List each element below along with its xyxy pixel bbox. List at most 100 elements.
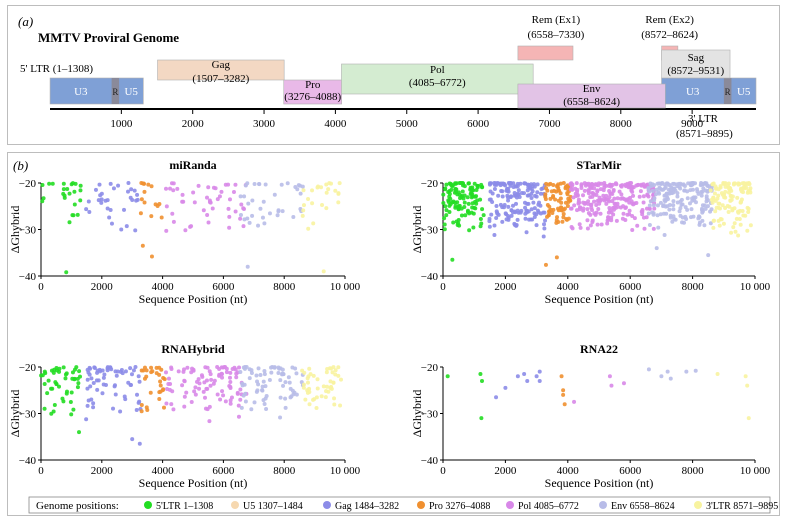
data-point (699, 193, 704, 198)
genome-title: MMTV Proviral Genome (38, 30, 179, 45)
legend-label: Pro 3276–4088 (429, 501, 490, 512)
data-point (242, 194, 247, 199)
data-point (585, 218, 590, 223)
data-point (627, 200, 632, 205)
pol-name: Pol (430, 64, 445, 76)
data-point (535, 208, 540, 213)
data-point (43, 371, 48, 376)
data-point (242, 207, 247, 212)
data-point (607, 374, 612, 379)
data-point (524, 208, 529, 213)
ltr5-r-region (111, 78, 120, 104)
data-point (578, 205, 583, 210)
data-point (563, 200, 568, 205)
data-point (239, 202, 244, 207)
data-point (606, 183, 611, 188)
data-point (69, 390, 74, 395)
data-point (696, 191, 701, 196)
data-point (709, 207, 714, 212)
data-point (51, 370, 56, 375)
data-point (119, 227, 124, 232)
data-point (605, 221, 610, 226)
data-point (671, 199, 676, 204)
data-point (72, 377, 77, 382)
data-point (108, 208, 113, 213)
miranda-title: miRanda (169, 158, 216, 172)
data-point (295, 187, 300, 192)
env-bar (517, 83, 666, 109)
legend-label: 5'LTR 1–1308 (156, 501, 213, 512)
data-point (455, 223, 460, 228)
data-point (202, 380, 207, 385)
data-point (168, 186, 173, 191)
data-point (280, 367, 285, 372)
data-point (607, 205, 612, 210)
data-point (315, 377, 320, 382)
data-point (328, 379, 333, 384)
data-point (515, 181, 520, 186)
data-point (320, 203, 325, 208)
data-point (644, 215, 649, 220)
data-point (267, 377, 272, 382)
data-point (719, 217, 724, 222)
data-point (478, 197, 483, 202)
data-point (209, 377, 214, 382)
data-point (305, 380, 310, 385)
data-point (492, 186, 497, 191)
data-point (671, 207, 676, 212)
data-point (236, 414, 241, 419)
data-point (256, 366, 261, 371)
data-point (646, 367, 651, 372)
data-point (301, 188, 306, 193)
data-point (469, 195, 474, 200)
data-point (691, 214, 696, 219)
data-point (466, 181, 471, 186)
data-point (556, 198, 561, 203)
data-point (721, 221, 726, 226)
data-point (180, 192, 185, 197)
rna22-x-tick-label: 6000 (619, 465, 642, 477)
data-point (252, 181, 257, 186)
data-point (546, 213, 551, 218)
legend-swatch (599, 501, 607, 509)
data-point (462, 200, 467, 205)
data-point (519, 190, 524, 195)
data-point (192, 200, 197, 205)
data-point (690, 182, 695, 187)
data-point (118, 409, 123, 414)
data-point (308, 372, 313, 377)
rnahybrid-y-tick-label: −40 (19, 455, 37, 467)
data-point (693, 368, 698, 373)
data-point (245, 264, 250, 269)
data-point (258, 206, 263, 211)
data-point (678, 213, 683, 218)
legend-label: U5 1307–1484 (243, 501, 303, 512)
data-point (592, 199, 597, 204)
data-point (581, 193, 586, 198)
data-point (562, 402, 567, 407)
data-point (732, 221, 737, 226)
starmir-x-tick-label: 0 (440, 281, 446, 293)
data-point (675, 194, 680, 199)
ltr3-r-region (723, 78, 732, 104)
data-point (505, 195, 510, 200)
data-point (538, 191, 543, 196)
data-point (534, 374, 539, 379)
data-point (632, 216, 637, 221)
data-point (54, 381, 59, 386)
data-point (264, 407, 269, 412)
data-point (712, 218, 717, 223)
data-point (641, 200, 646, 205)
data-point (72, 202, 77, 207)
data-point (621, 211, 626, 216)
data-point (512, 193, 517, 198)
data-point (592, 186, 597, 191)
data-point (283, 380, 288, 385)
data-point (182, 379, 187, 384)
data-point (609, 383, 614, 388)
data-point (629, 187, 634, 192)
data-point (602, 198, 607, 203)
ltr5-ltr-bar (49, 77, 144, 105)
data-point (45, 391, 50, 396)
sag-range: (8572–9531) (667, 65, 724, 77)
